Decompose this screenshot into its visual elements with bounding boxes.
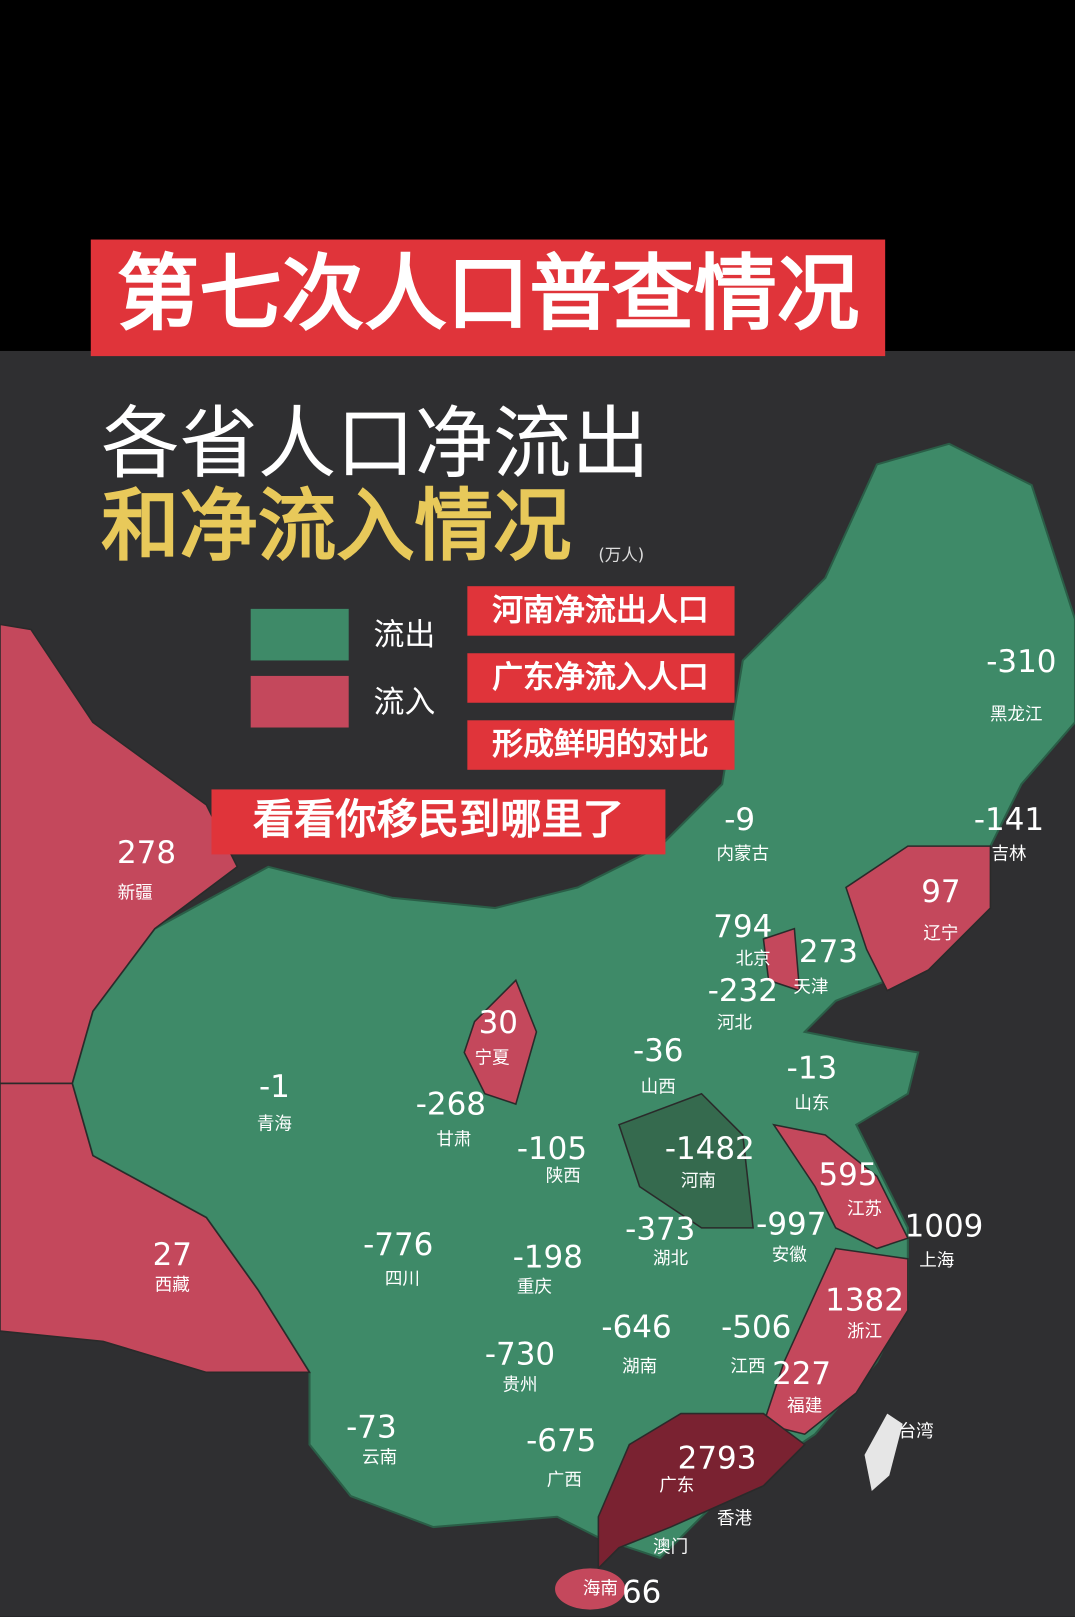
- province-name: 四川: [385, 1269, 420, 1289]
- province-value: 1009: [905, 1208, 984, 1244]
- province-value: -141: [974, 802, 1044, 838]
- province-value: 278: [117, 835, 176, 871]
- title: 第七次人口普查情况: [117, 246, 860, 342]
- province-value: 273: [799, 934, 858, 970]
- province-value: -232: [708, 973, 778, 1009]
- province-value: 30: [479, 1005, 518, 1041]
- province-value: -268: [416, 1087, 486, 1123]
- province-value: -373: [625, 1211, 695, 1247]
- province-value: -646: [601, 1309, 671, 1345]
- province-name: 北京: [736, 950, 771, 970]
- note: 形成鲜明的对比: [492, 727, 709, 763]
- province-name: 云南: [362, 1448, 397, 1468]
- province-name: 广东: [659, 1476, 694, 1496]
- province-name: 广西: [547, 1471, 582, 1491]
- callout-box: [211, 789, 666, 855]
- province-name: 福建: [787, 1396, 822, 1416]
- province-name: 新疆: [118, 884, 153, 904]
- place-name: 澳门: [653, 1538, 688, 1558]
- province-region: [0, 1082, 311, 1374]
- place-name: 香港: [717, 1509, 753, 1529]
- province-name: 贵州: [502, 1376, 537, 1396]
- province-name: 山东: [794, 1094, 829, 1114]
- unit: (万人): [598, 546, 644, 565]
- note-box: [467, 586, 735, 636]
- note-box: [467, 653, 735, 703]
- heading-line1: 各省人口净流出: [101, 398, 650, 489]
- province-value: 1382: [825, 1283, 904, 1319]
- province-value: -1: [259, 1069, 290, 1105]
- province-value: -9: [724, 802, 755, 838]
- province-value: 2793: [678, 1440, 757, 1476]
- province-name: 湖南: [622, 1357, 657, 1377]
- province-name: 陕西: [546, 1166, 581, 1186]
- province-value: -997: [756, 1206, 826, 1242]
- province-region: [762, 927, 801, 992]
- province-name: 江西: [730, 1357, 765, 1377]
- island: [864, 1413, 903, 1491]
- province-value: -198: [513, 1239, 583, 1275]
- province-value: -730: [485, 1336, 555, 1372]
- province-region: [845, 845, 992, 992]
- province-name: 安徽: [772, 1246, 808, 1266]
- province-region: [555, 1568, 626, 1610]
- province-name: 河北: [717, 1014, 753, 1034]
- province-name: 内蒙古: [717, 844, 770, 864]
- title-box: [90, 239, 886, 357]
- province-name: 山西: [641, 1078, 676, 1098]
- province-value: 97: [921, 874, 960, 910]
- province-region: [772, 1123, 909, 1250]
- province-value: -13: [787, 1051, 838, 1087]
- province-value: 227: [772, 1356, 831, 1392]
- province-name: 吉林: [991, 844, 1026, 864]
- legend-label: 流出: [373, 617, 435, 653]
- province-name: 辽宁: [923, 924, 958, 944]
- province-value: -310: [986, 644, 1056, 680]
- province-region: [463, 978, 538, 1106]
- province-name: 西藏: [155, 1276, 190, 1296]
- province-name: 天津: [793, 977, 828, 997]
- province-value: 794: [713, 909, 772, 945]
- legend-label: 流入: [373, 684, 435, 720]
- callout: 看看你移民到哪里了: [253, 795, 624, 843]
- province-name: 江苏: [847, 1199, 882, 1219]
- province-value: -36: [633, 1033, 684, 1069]
- note: 河南净流出人口: [492, 592, 709, 628]
- province-region: [618, 1092, 754, 1229]
- province-region: [597, 1412, 806, 1571]
- province-value: -506: [721, 1309, 791, 1345]
- heading-line2: 和净流入情况: [101, 481, 571, 572]
- province-name: 黑龙江: [990, 705, 1043, 725]
- province-value: -675: [526, 1423, 596, 1459]
- province-value: 66: [622, 1575, 661, 1611]
- province-value: -776: [363, 1227, 433, 1263]
- province-name: 河南: [681, 1171, 716, 1191]
- province-value: 27: [153, 1237, 192, 1273]
- province-value: -1482: [665, 1131, 755, 1167]
- province-name: 青海: [257, 1115, 292, 1135]
- province-name: 浙江: [847, 1322, 882, 1342]
- province-name: 甘肃: [436, 1130, 471, 1150]
- place-name: 台湾: [899, 1422, 934, 1442]
- province-value: -73: [346, 1410, 397, 1446]
- map: [0, 442, 1075, 1610]
- legend-swatch: [250, 608, 349, 661]
- province-name: 重庆: [517, 1278, 552, 1298]
- province-name: 湖北: [653, 1249, 689, 1269]
- note-box: [467, 720, 735, 770]
- legend-swatch: [250, 675, 349, 728]
- province-name: 上海: [919, 1251, 954, 1271]
- province-name: 海南: [583, 1579, 618, 1599]
- province-region: [762, 1247, 909, 1436]
- note: 广东净流入人口: [492, 660, 709, 696]
- province-name: 宁夏: [475, 1049, 510, 1069]
- province-value: -105: [517, 1131, 587, 1167]
- province-value: 595: [819, 1157, 878, 1193]
